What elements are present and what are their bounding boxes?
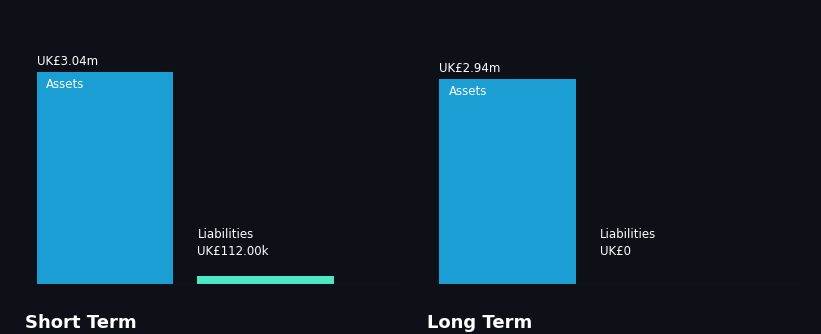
Text: Liabilities: Liabilities [599, 228, 656, 241]
Text: UK£112.00k: UK£112.00k [197, 245, 269, 259]
Text: Short Term: Short Term [25, 314, 136, 332]
Bar [37, 71, 173, 284]
Text: UK£3.04m: UK£3.04m [37, 55, 98, 68]
Text: Liabilities: Liabilities [197, 228, 254, 241]
Text: UK£0: UK£0 [599, 245, 631, 259]
Text: Assets: Assets [448, 85, 487, 98]
Bar [197, 276, 334, 284]
Text: Long Term: Long Term [427, 314, 532, 332]
Bar [439, 78, 576, 284]
Text: Assets: Assets [46, 78, 85, 91]
Text: UK£2.94m: UK£2.94m [439, 62, 500, 75]
